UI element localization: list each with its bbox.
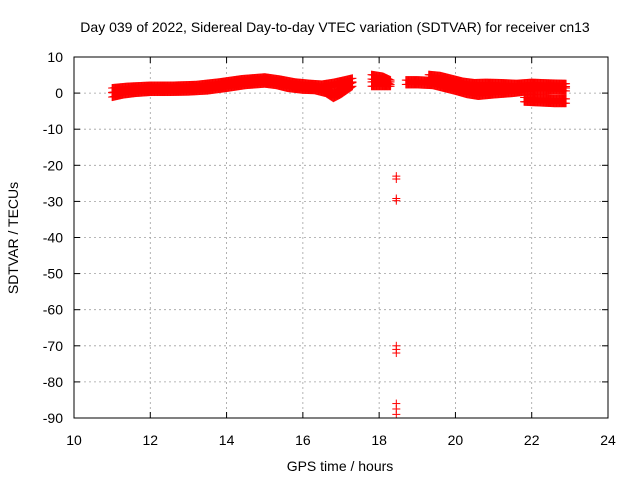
x-tick-label: 10 bbox=[66, 432, 82, 448]
data-point bbox=[386, 82, 395, 91]
x-tick-label: 22 bbox=[524, 432, 540, 448]
y-axis-label: SDTVAR / TECUs bbox=[5, 182, 21, 294]
y-tick-label: -70 bbox=[43, 338, 63, 354]
x-tick-label: 16 bbox=[295, 432, 311, 448]
y-tick-label: 10 bbox=[47, 49, 63, 65]
data-point bbox=[392, 349, 401, 358]
data-point bbox=[392, 175, 401, 184]
y-tick-label: -90 bbox=[43, 410, 63, 426]
y-tick-label: -80 bbox=[43, 374, 63, 390]
y-tick-label: -10 bbox=[43, 121, 63, 137]
x-tick-label: 24 bbox=[600, 432, 616, 448]
data-point bbox=[562, 84, 571, 93]
data-point bbox=[392, 410, 401, 419]
y-tick-label: -50 bbox=[43, 266, 63, 282]
x-tick-label: 18 bbox=[371, 432, 387, 448]
data-points bbox=[108, 70, 571, 419]
x-tick-label: 14 bbox=[219, 432, 235, 448]
y-tick-label: 0 bbox=[55, 85, 63, 101]
axes: 10 12 14 16 18 20 22 24 10 0 -10 -20 -30 -40 -50 -60 -70… bbox=[43, 49, 616, 448]
x-tick-label: 12 bbox=[142, 432, 158, 448]
data-point bbox=[392, 196, 401, 205]
chart-title: Day 039 of 2022, Sidereal Day-to-day VTE… bbox=[80, 19, 590, 35]
grid bbox=[74, 57, 608, 418]
y-tick-label: -30 bbox=[43, 193, 63, 209]
data-point bbox=[562, 99, 571, 108]
x-axis-label: GPS time / hours bbox=[287, 458, 394, 474]
y-tick-label: -40 bbox=[43, 230, 63, 246]
y-tick-label: -20 bbox=[43, 157, 63, 173]
y-tick-label: -60 bbox=[43, 302, 63, 318]
data-point bbox=[348, 78, 357, 87]
x-tick-label: 20 bbox=[448, 432, 464, 448]
